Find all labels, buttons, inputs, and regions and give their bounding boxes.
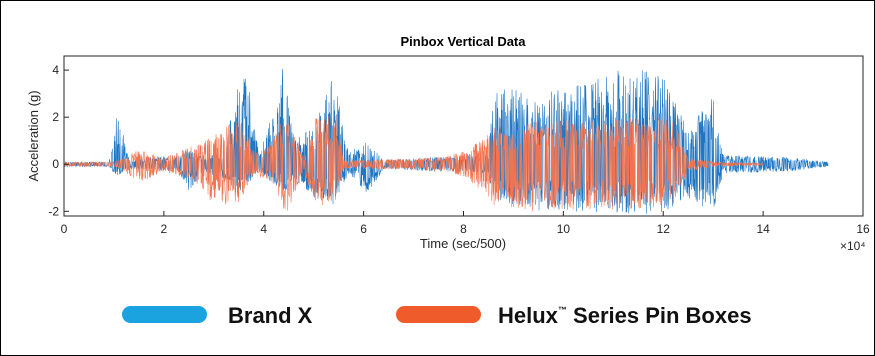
legend-swatch-helux bbox=[396, 306, 481, 323]
x-tick-label: 4 bbox=[260, 222, 267, 236]
x-axis-exponent-label: ×10⁴ bbox=[840, 239, 866, 253]
y-axis-title: Acceleration (g) bbox=[26, 90, 41, 181]
legend-item-helux: Helux™ Series Pin Boxes bbox=[396, 303, 752, 328]
plot-area bbox=[63, 55, 864, 217]
chart-title: Pinbox Vertical Data bbox=[401, 34, 527, 49]
legend-label-brand-x: Brand X bbox=[228, 303, 313, 328]
legend-label-helux-suffix: Series Pin Boxes bbox=[567, 303, 752, 328]
x-tick-label: 12 bbox=[657, 222, 671, 236]
series-line-1 bbox=[63, 115, 764, 211]
trademark-symbol: ™ bbox=[558, 305, 567, 315]
x-tick-label: 8 bbox=[460, 222, 467, 236]
legend-item-brand-x: Brand X bbox=[122, 303, 313, 328]
y-tick-label: -2 bbox=[48, 204, 59, 218]
x-tick-label: 0 bbox=[61, 222, 68, 236]
legend-swatch-brand-x bbox=[122, 306, 207, 323]
x-tick-label: 2 bbox=[161, 222, 168, 236]
y-tick-label: 4 bbox=[52, 63, 59, 77]
series-layer bbox=[63, 68, 829, 214]
x-tick-label: 6 bbox=[360, 222, 367, 236]
y-tick-label: 2 bbox=[52, 110, 59, 124]
x-tick-label: 16 bbox=[856, 222, 870, 236]
y-tick-label: 0 bbox=[52, 157, 59, 171]
legend: Brand X Helux™ Series Pin Boxes bbox=[122, 303, 752, 328]
x-tick-label: 10 bbox=[557, 222, 571, 236]
legend-label-helux: Helux™ Series Pin Boxes bbox=[498, 303, 752, 328]
x-tick-label: 14 bbox=[756, 222, 770, 236]
x-axis-title: Time (sec/500) bbox=[420, 236, 506, 251]
legend-label-helux-name: Helux bbox=[498, 303, 559, 328]
series-line-0 bbox=[63, 68, 829, 214]
